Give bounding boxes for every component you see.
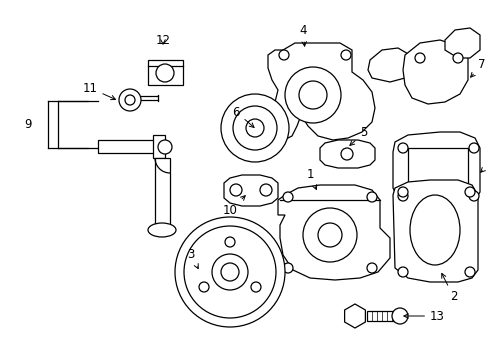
Circle shape [397,267,407,277]
Polygon shape [257,43,374,142]
Polygon shape [278,185,389,280]
Circle shape [212,254,247,290]
Circle shape [221,263,239,281]
Circle shape [464,267,474,277]
Ellipse shape [409,195,459,265]
Polygon shape [344,304,365,328]
Polygon shape [148,60,183,85]
Polygon shape [155,158,170,230]
Text: 12: 12 [155,33,170,46]
Circle shape [156,64,174,82]
Text: 2: 2 [441,274,457,303]
Circle shape [125,95,135,105]
Circle shape [158,140,172,154]
Circle shape [366,263,376,273]
Circle shape [260,184,271,196]
Text: 13: 13 [403,310,444,323]
Circle shape [245,119,264,137]
Circle shape [175,217,285,327]
Polygon shape [153,135,164,158]
Polygon shape [402,40,467,104]
Circle shape [366,192,376,202]
Circle shape [283,263,292,273]
Text: 3: 3 [187,248,198,269]
Circle shape [391,308,407,324]
Circle shape [298,81,326,109]
Polygon shape [407,148,467,196]
Circle shape [468,143,478,153]
Polygon shape [392,132,479,207]
Text: 10: 10 [223,196,244,216]
Circle shape [183,226,275,318]
Circle shape [397,191,407,201]
Circle shape [397,143,407,153]
Circle shape [279,50,288,60]
Circle shape [199,282,208,292]
Text: 9: 9 [24,118,32,131]
Circle shape [340,148,352,160]
Circle shape [317,223,341,247]
Circle shape [283,192,292,202]
Text: 5: 5 [349,126,366,145]
Text: 7: 7 [469,58,485,77]
Circle shape [250,282,261,292]
Circle shape [232,106,276,150]
Circle shape [468,191,478,201]
Text: 1: 1 [305,168,316,189]
Text: 6: 6 [232,105,254,127]
Circle shape [285,67,340,123]
Circle shape [414,53,424,63]
Polygon shape [392,180,477,282]
Polygon shape [366,311,394,321]
Ellipse shape [148,223,176,237]
Circle shape [452,53,462,63]
Text: 8: 8 [480,156,488,172]
Polygon shape [367,48,411,82]
Polygon shape [319,140,374,168]
Circle shape [229,184,242,196]
Circle shape [224,237,235,247]
Circle shape [340,50,350,60]
Polygon shape [224,175,278,206]
Polygon shape [98,140,155,153]
Circle shape [397,187,407,197]
Circle shape [303,208,356,262]
Text: 11: 11 [82,81,115,100]
Circle shape [464,187,474,197]
Circle shape [221,94,288,162]
Circle shape [119,89,141,111]
Text: 4: 4 [299,23,306,46]
Polygon shape [444,28,479,58]
